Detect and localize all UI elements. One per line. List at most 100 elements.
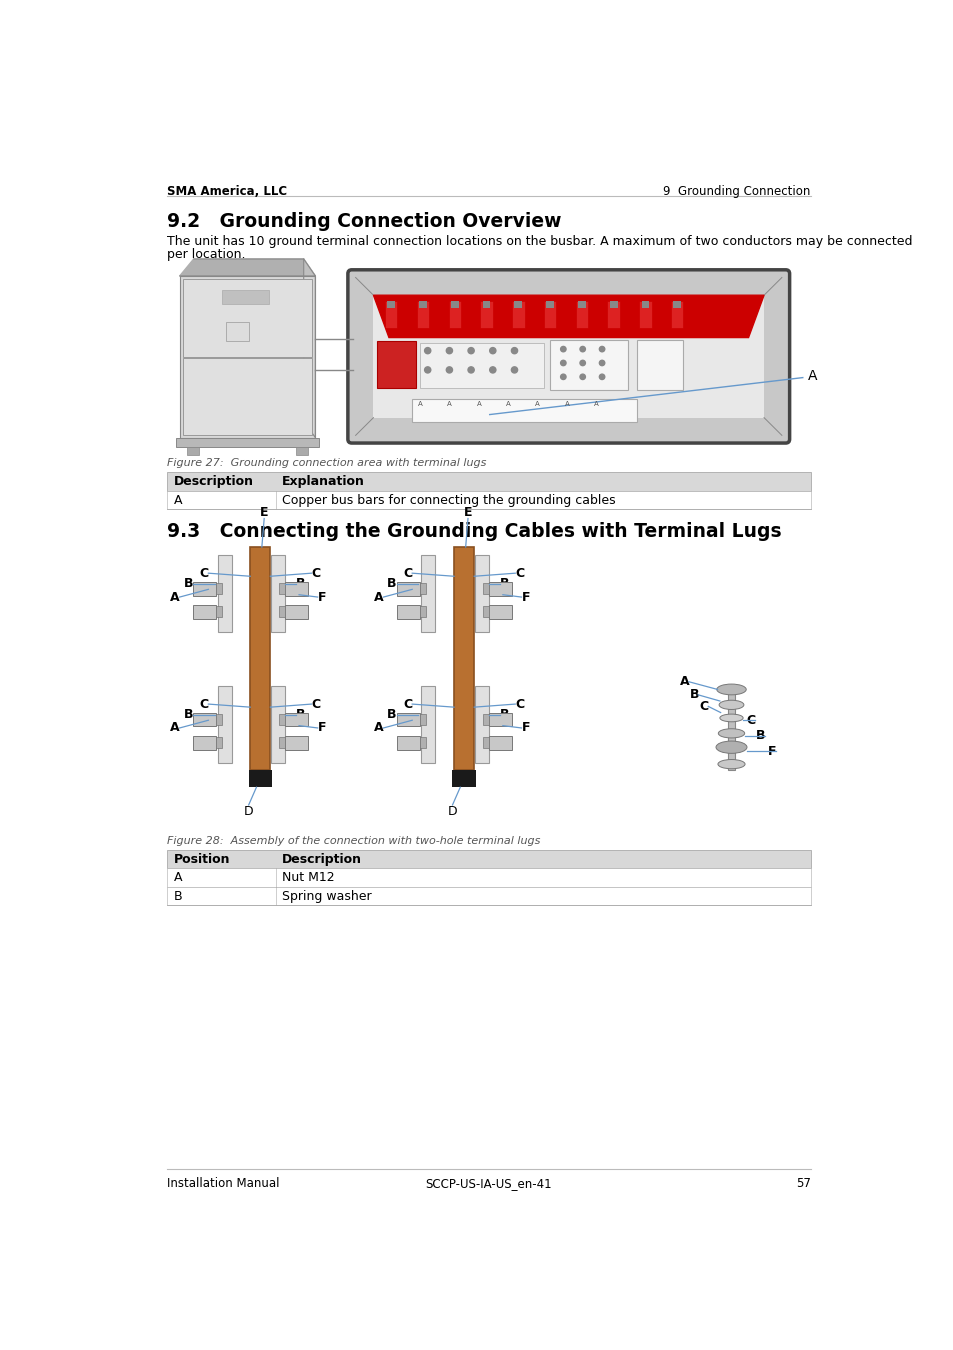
Bar	[179, 275, 315, 437]
Circle shape	[424, 367, 431, 373]
Ellipse shape	[720, 714, 742, 722]
Text: F: F	[521, 590, 530, 603]
Text: 9.3   Connecting the Grounding Cables with Terminal Lugs: 9.3 Connecting the Grounding Cables with…	[167, 522, 781, 541]
Bar	[285, 713, 308, 726]
Circle shape	[489, 367, 496, 373]
Text: C: C	[515, 567, 524, 579]
Bar	[488, 605, 512, 618]
Bar	[482, 606, 488, 617]
Text: F: F	[317, 590, 326, 603]
Bar	[193, 582, 216, 595]
Bar	[575, 301, 587, 328]
Bar	[670, 301, 682, 328]
Bar	[193, 736, 216, 749]
Text: A: A	[374, 590, 383, 603]
Bar	[396, 605, 419, 618]
Bar	[183, 358, 312, 435]
Bar	[193, 605, 216, 618]
Bar	[546, 301, 554, 308]
Bar	[387, 301, 395, 308]
Bar	[167, 261, 810, 454]
Circle shape	[446, 347, 452, 354]
Bar	[285, 582, 308, 595]
Text: C: C	[199, 698, 208, 710]
Text: E: E	[463, 505, 472, 518]
Bar	[167, 849, 810, 868]
Bar	[448, 301, 460, 328]
Text: B: B	[387, 709, 396, 721]
Circle shape	[598, 374, 604, 379]
Circle shape	[579, 347, 585, 352]
Bar	[193, 713, 216, 726]
Text: A: A	[170, 590, 180, 603]
Bar	[421, 686, 435, 763]
Text: A: A	[594, 401, 598, 408]
Text: Nut M12: Nut M12	[282, 871, 335, 884]
Text: A: A	[476, 401, 480, 408]
Bar	[482, 737, 488, 748]
Ellipse shape	[719, 701, 743, 710]
Text: B: B	[295, 709, 305, 721]
Bar	[550, 340, 627, 390]
Bar	[226, 323, 249, 342]
Text: A: A	[417, 401, 422, 408]
Text: A: A	[173, 871, 182, 884]
Text: F: F	[317, 721, 326, 734]
Bar	[167, 887, 810, 905]
Bar	[480, 301, 493, 328]
Bar	[419, 583, 426, 594]
Bar	[217, 686, 232, 763]
Text: Position: Position	[173, 853, 230, 865]
Text: Figure 28:  Assembly of the connection with two-hole terminal lugs: Figure 28: Assembly of the connection wi…	[167, 836, 540, 845]
Bar	[187, 447, 199, 455]
Text: B: B	[387, 578, 396, 590]
Bar	[396, 736, 419, 749]
Text: Figure 27:  Grounding connection area with terminal lugs: Figure 27: Grounding connection area wit…	[167, 459, 486, 468]
Text: The unit has 10 ground terminal connection locations on the busbar. A maximum of: The unit has 10 ground terminal connecti…	[167, 235, 912, 248]
Text: A: A	[374, 721, 383, 734]
Circle shape	[560, 374, 565, 379]
Bar	[512, 301, 524, 328]
Bar	[295, 447, 307, 455]
Ellipse shape	[718, 760, 744, 768]
Text: C: C	[515, 698, 524, 710]
Ellipse shape	[716, 741, 746, 753]
Text: Explanation: Explanation	[282, 475, 364, 489]
Text: B: B	[183, 578, 193, 590]
Text: A: A	[170, 721, 180, 734]
Circle shape	[579, 374, 585, 379]
Bar	[285, 605, 308, 618]
Text: A: A	[173, 494, 182, 506]
Bar	[452, 771, 476, 787]
Bar	[639, 301, 651, 328]
Text: SMA America, LLC: SMA America, LLC	[167, 185, 287, 198]
Circle shape	[468, 367, 474, 373]
Text: E: E	[259, 505, 268, 518]
Bar	[183, 279, 312, 356]
Text: SCCP-US-IA-US_en-41: SCCP-US-IA-US_en-41	[425, 1177, 552, 1189]
Text: F: F	[521, 721, 530, 734]
Bar	[396, 582, 419, 595]
Bar	[285, 736, 308, 749]
Bar	[385, 301, 397, 328]
Bar	[271, 686, 285, 763]
Text: Description: Description	[282, 853, 361, 865]
Bar	[514, 301, 521, 308]
Polygon shape	[303, 259, 315, 437]
Bar	[373, 296, 763, 417]
Text: B: B	[499, 578, 509, 590]
Bar	[488, 582, 512, 595]
Bar	[607, 301, 619, 328]
Bar	[419, 343, 543, 387]
Bar	[175, 437, 319, 447]
FancyBboxPatch shape	[348, 270, 789, 443]
Bar	[419, 606, 426, 617]
Bar	[578, 301, 585, 308]
Bar	[278, 606, 285, 617]
Text: 9  Grounding Connection: 9 Grounding Connection	[662, 185, 810, 198]
Circle shape	[468, 347, 474, 354]
Bar	[216, 606, 222, 617]
Bar	[216, 583, 222, 594]
Bar	[419, 737, 426, 748]
Text: C: C	[199, 567, 208, 579]
